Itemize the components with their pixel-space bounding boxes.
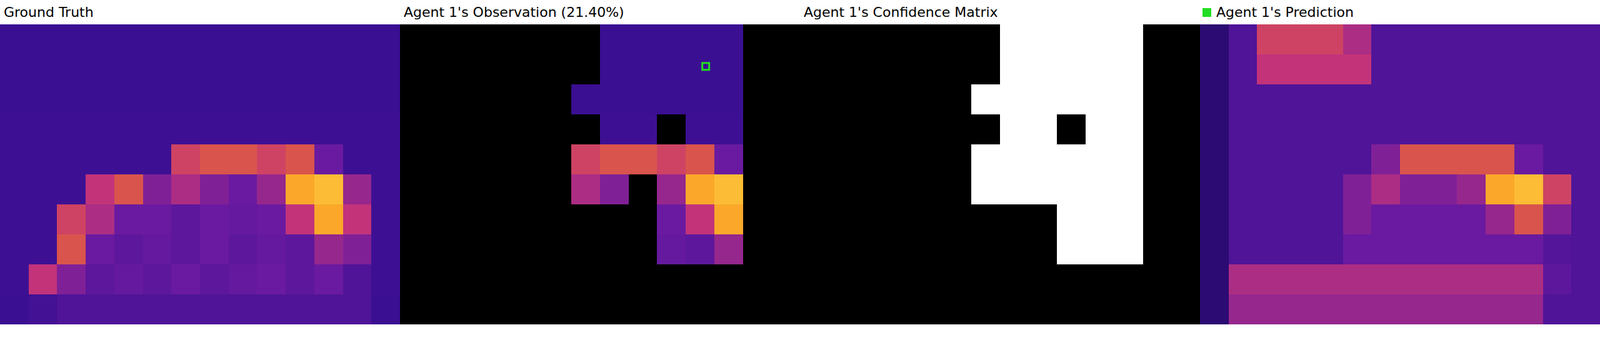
svg-text:Agent 1's Confidence Matrix: Agent 1's Confidence Matrix xyxy=(803,4,999,20)
svg-text:Agent 1's Prediction: Agent 1's Prediction xyxy=(1216,4,1354,20)
svg-text:Agent 1's Observation (21.40%): Agent 1's Observation (21.40%) xyxy=(403,4,625,20)
svg-text:Ground Truth: Ground Truth xyxy=(3,4,94,20)
